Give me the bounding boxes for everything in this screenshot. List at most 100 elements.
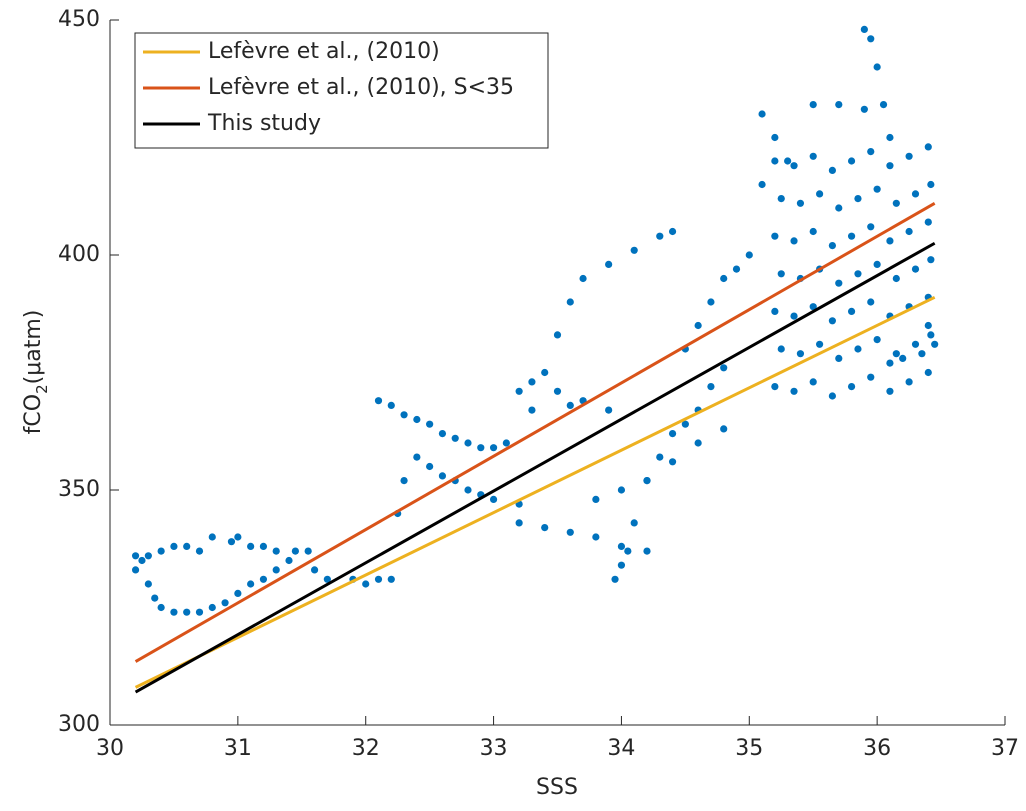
scatter-point <box>847 232 856 240</box>
scatter-point <box>777 345 785 353</box>
scatter-point <box>617 561 626 569</box>
scatter-point <box>924 368 932 377</box>
scatter-point <box>387 401 395 409</box>
x-axis-label: SSS <box>536 775 578 800</box>
legend-label: Lefèvre et al., (2010) <box>208 39 440 64</box>
scatter-point <box>656 232 664 240</box>
scatter-point <box>911 190 920 198</box>
scatter-point <box>144 552 152 560</box>
scatter-point <box>272 566 280 574</box>
scatter-point <box>790 162 798 170</box>
scatter-point <box>387 575 395 583</box>
scatter-point <box>617 542 626 551</box>
scatter-point <box>771 157 779 165</box>
scatter-point <box>790 312 798 320</box>
scatter-point <box>477 444 485 452</box>
scatter-point <box>892 274 900 283</box>
scatter-point <box>847 383 856 391</box>
scatter-point <box>931 340 939 348</box>
scatter-point <box>694 321 702 330</box>
scatter-point <box>835 354 843 362</box>
scatter-point <box>732 265 741 273</box>
scatter-point <box>502 439 510 447</box>
scatter-point <box>579 274 587 283</box>
scatter-point <box>605 406 613 414</box>
scatter-point <box>426 462 434 471</box>
scatter-point <box>873 63 881 71</box>
scatter-point <box>617 486 626 494</box>
scatter-point <box>183 542 191 551</box>
scatter-point <box>828 166 836 174</box>
scatter-point <box>886 162 894 170</box>
scatter-point <box>374 397 383 405</box>
scatter-point <box>720 274 728 283</box>
y-label-unit: (μatm) <box>21 310 46 385</box>
scatter-point <box>790 237 798 245</box>
scatter-point <box>195 547 204 555</box>
scatter-point <box>790 387 798 395</box>
legend-box <box>134 32 549 149</box>
y-tick-label: 400 <box>58 242 100 267</box>
scatter-point <box>144 580 152 588</box>
scatter-point <box>227 538 236 546</box>
x-tick-label: 33 <box>480 736 508 761</box>
scatter-point <box>777 195 785 203</box>
scatter-point <box>745 251 753 259</box>
scatter-point <box>605 260 613 268</box>
scatter-point <box>847 157 856 165</box>
scatter-point <box>867 35 875 43</box>
scatter-point <box>828 242 836 250</box>
scatter-point <box>927 331 935 339</box>
scatter-point <box>694 439 702 447</box>
scatter-point <box>151 594 159 602</box>
scatter-point <box>291 547 299 555</box>
scatter-point <box>183 608 191 616</box>
y-label-sub: 2 <box>33 384 51 394</box>
scatter-point <box>208 603 216 612</box>
scatter-point <box>515 519 523 527</box>
x-tick-label: 35 <box>735 736 763 761</box>
fit-line <box>134 241 936 694</box>
scatter-point <box>668 227 677 236</box>
scatter-point <box>860 25 868 33</box>
scatter-point <box>566 401 574 409</box>
y-tick-label: 300 <box>58 712 100 737</box>
scatter-point <box>170 608 178 616</box>
scatter-point <box>285 556 293 565</box>
scatter-point <box>323 575 331 583</box>
scatter-point <box>905 227 913 236</box>
scatter-point <box>438 472 447 480</box>
scatter-point <box>911 340 920 348</box>
scatter-point <box>413 415 421 424</box>
scatter-point <box>854 345 862 353</box>
scatter-point <box>835 279 843 287</box>
scatter-point <box>208 533 216 541</box>
x-tick-label: 36 <box>863 736 891 761</box>
legend-label: Lefèvre et al., (2010), S<35 <box>208 75 514 100</box>
legend-label: This study <box>207 111 321 136</box>
scatter-point <box>157 603 165 612</box>
scatter-point <box>809 303 817 311</box>
scatter-point <box>221 599 229 607</box>
scatter-point <box>720 425 728 433</box>
scatter-point <box>234 589 242 598</box>
scatter-point <box>247 580 255 588</box>
scatter-point <box>873 185 881 193</box>
scatter-point <box>451 434 459 442</box>
scatter-point <box>195 608 204 616</box>
scatter-point <box>438 430 447 438</box>
scatter-point <box>758 110 766 118</box>
scatter-point <box>374 575 383 583</box>
scatter-point <box>828 317 836 325</box>
scatter-point <box>566 298 574 306</box>
x-tick-label: 32 <box>352 736 380 761</box>
scatter-point <box>553 331 562 339</box>
scatter-point <box>426 420 434 428</box>
scatter-point <box>784 157 792 165</box>
scatter-point <box>886 387 894 395</box>
scatter-point <box>643 547 651 555</box>
y-tick-label: 450 <box>58 7 100 32</box>
scatter-point <box>170 542 178 551</box>
scatter-point <box>873 336 881 344</box>
scatter-point <box>777 270 785 278</box>
